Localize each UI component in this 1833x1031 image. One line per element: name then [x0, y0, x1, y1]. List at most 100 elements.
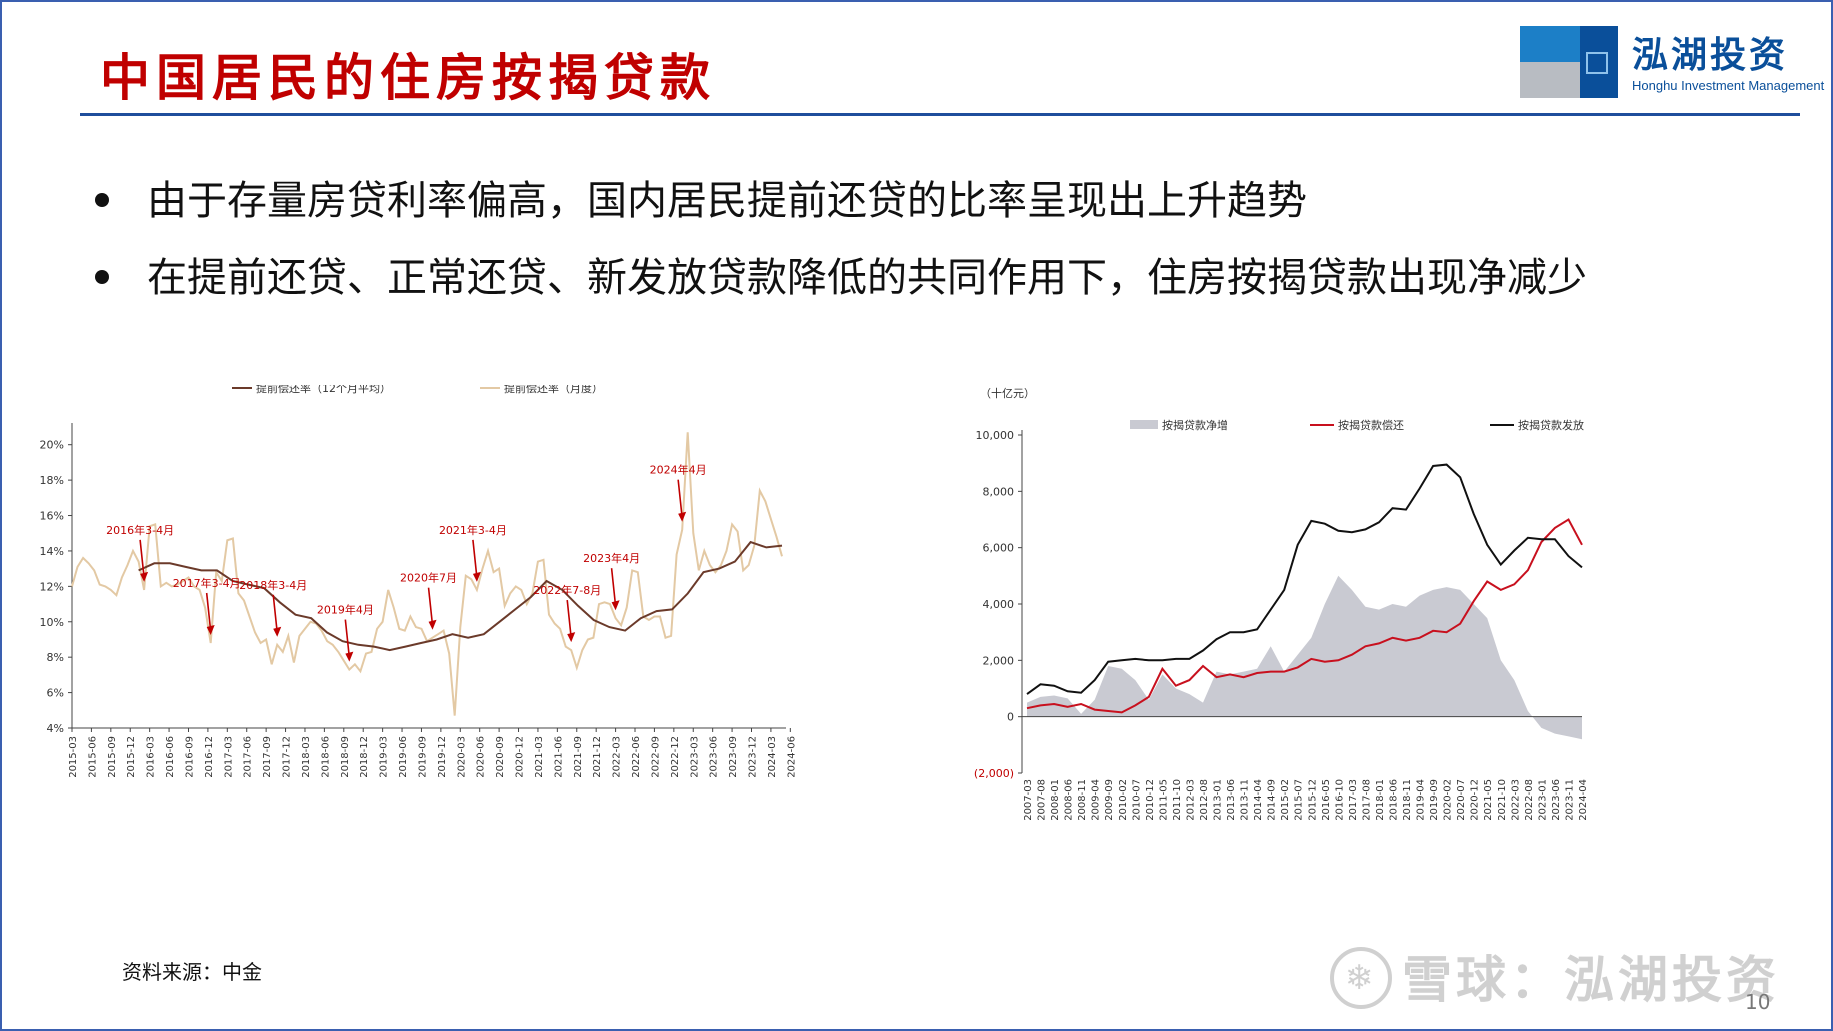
- chart2-x-tick-label: 2018-06: [1388, 779, 1399, 821]
- chart2-x-tick-label: 2022-08: [1524, 779, 1535, 821]
- chart1-y-tick-label: 14%: [40, 545, 64, 558]
- chart1-annotation-arrowhead: [611, 600, 620, 611]
- chart2-x-tick-label: 2013-11: [1240, 779, 1251, 821]
- chart1-annotation-label: 2023年4月: [583, 551, 640, 565]
- chart2-unit-label: （十亿元）: [980, 386, 1035, 400]
- page-title: 中国居民的住房按揭贷款: [100, 48, 716, 107]
- chart2-y-tick-label: 2,000: [983, 654, 1015, 667]
- bullet-1: 由于存量房贷利率偏高，国内居民提前还贷的比率呈现出上升趋势: [95, 168, 1307, 226]
- chart2-x-tick-label: 2016-10: [1334, 779, 1345, 821]
- logo-subtitle: Honghu Investment Management: [1632, 78, 1825, 93]
- chart1-x-tick-label: 2019-12: [437, 736, 448, 778]
- chart1-annotation-arrowhead: [206, 625, 215, 636]
- chart1-annotation-arrow-shaft: [272, 594, 279, 633]
- legend-issue-label: 按揭贷款发放: [1518, 418, 1584, 432]
- chart2-x-tick-label: 2014-09: [1267, 779, 1278, 821]
- chart1-annotation-arrow-shaft: [566, 600, 573, 639]
- chart1-x-tick-label: 2022-06: [631, 736, 642, 778]
- chart1-annotation-label: 2016年3-4月: [106, 523, 174, 537]
- chart2-x-tick-label: 2023-06: [1551, 779, 1562, 821]
- chart1-x-tick-label: 2017-09: [262, 736, 273, 778]
- chart2-x-tick-label: 2008-01: [1050, 779, 1061, 821]
- chart1-x-tick-label: 2018-09: [340, 736, 351, 778]
- chart1-x-tick-label: 2020-12: [515, 736, 526, 778]
- chart1-x-tick-label: 2024-03: [767, 736, 778, 778]
- chart1-annotation-arrowhead: [678, 511, 687, 522]
- source-note: 资料来源：中金: [122, 960, 262, 984]
- chart1-x-tick-label: 2022-09: [650, 736, 661, 778]
- chart2-x-tick-label: 2021-05: [1483, 779, 1494, 821]
- chart1-annotation-arrow-shaft: [677, 479, 683, 518]
- chart2-y-tick-label: 10,000: [976, 429, 1015, 442]
- chart2-x-tick-label: 2018-01: [1375, 779, 1386, 821]
- chart2-x-tick-label: 2008-06: [1064, 779, 1075, 821]
- watermark: ❄ 雪球：泓湖投资: [1330, 940, 1780, 1015]
- chart1-x-tick-label: 2020-09: [495, 736, 506, 778]
- chart2-net-area: [1027, 575, 1582, 740]
- chart1-y-tick-label: 16%: [40, 510, 64, 523]
- chart2-x-tick-label: 2010-07: [1131, 779, 1142, 821]
- page-number: 10: [1745, 990, 1771, 1014]
- chart1-x-tick-label: 2015-06: [87, 736, 98, 778]
- chart1-annotation-arrowhead: [567, 632, 576, 643]
- chart1-annotation-label: 2021年3-4月: [439, 523, 507, 537]
- chart1-annotation-arrow-shaft: [205, 592, 212, 632]
- prepayment-rate-chart: RMBS按揭贷款提前偿还率提前偿还率（12个月平均）提前偿还率（月度）4%6%8…: [40, 385, 797, 778]
- watermark-text: 雪球：泓湖投资: [1402, 951, 1780, 1009]
- chart2-x-tick-label: 2021-10: [1497, 779, 1508, 821]
- chart1-x-tick-label: 2023-06: [709, 736, 720, 778]
- legend-avg-label: 提前偿还率（12个月平均）: [256, 385, 391, 395]
- chart2-x-tick-label: 2012-03: [1185, 779, 1196, 821]
- chart1-x-tick-label: 2019-06: [398, 736, 409, 778]
- chart2-x-tick-label: 2016-05: [1321, 779, 1332, 821]
- company-logo: 泓湖投资 Honghu Investment Management: [1520, 26, 1824, 98]
- chart1-annotation-label: 2017年3-4月: [173, 576, 241, 590]
- chart2-y-tick-label: 4,000: [983, 598, 1015, 611]
- chart1-x-tick-label: 2023-12: [747, 736, 758, 778]
- chart2-y-tick-label: (2,000): [974, 767, 1014, 780]
- chart1-annotation-arrowhead: [273, 626, 282, 637]
- chart2-x-tick-label: 2017-03: [1348, 779, 1359, 821]
- chart2-x-tick-label: 2020-02: [1443, 779, 1454, 821]
- chart1-x-tick-label: 2015-03: [68, 736, 79, 778]
- chart2-y-tick-label: 8,000: [983, 485, 1015, 498]
- chart2-x-tick-label: 2015-07: [1294, 779, 1305, 821]
- snowball-icon: ❄: [1330, 946, 1392, 1009]
- legend-monthly-label: 提前偿还率（月度）: [504, 385, 603, 395]
- chart1-x-tick-label: 2016-12: [204, 736, 215, 778]
- legend-net-label: 按揭贷款净增: [1162, 418, 1228, 432]
- chart1-x-tick-label: 2016-06: [165, 736, 176, 778]
- chart1-annotation-arrow-shaft: [139, 539, 145, 578]
- chart1-y-tick-label: 18%: [40, 474, 64, 487]
- chart1-annotation-arrowhead: [428, 619, 437, 630]
- chart1-avg-line: [138, 540, 783, 652]
- chart1-x-tick-label: 2017-12: [282, 736, 293, 778]
- chart1-x-tick-label: 2021-09: [573, 736, 584, 778]
- bullet-2-text: 在提前还贷、正常还贷、新发放贷款降低的共同作用下，住房按揭贷款出现净减少: [147, 255, 1587, 301]
- chart1-x-tick-label: 2022-12: [670, 736, 681, 778]
- chart2-x-tick-label: 2015-02: [1280, 779, 1291, 821]
- chart2-x-tick-label: 2015-12: [1307, 779, 1318, 821]
- chart1-x-tick-label: 2021-06: [553, 736, 564, 778]
- chart1-annotation-label: 2024年4月: [650, 463, 707, 477]
- chart2-x-tick-label: 2024-04: [1578, 779, 1589, 821]
- chart1-x-tick-label: 2019-03: [379, 736, 390, 778]
- chart1-annotation-label: 2020年7月: [400, 571, 457, 585]
- chart1-x-tick-label: 2015-09: [107, 736, 118, 778]
- chart1-x-tick-label: 2018-03: [301, 736, 312, 778]
- chart1-x-tick-label: 2024-06: [786, 736, 797, 778]
- chart1-x-tick-label: 2015-12: [126, 736, 137, 778]
- chart1-x-tick-label: 2023-09: [728, 736, 739, 778]
- bullet-dot-icon: [95, 270, 109, 284]
- chart2-x-tick-label: 2012-08: [1199, 779, 1210, 821]
- bullet-dot-icon: [95, 193, 109, 207]
- logo-name: 泓湖投资: [1632, 35, 1789, 76]
- chart2-repay-line: [1026, 518, 1583, 714]
- chart1-annotation-arrow-shaft: [472, 539, 478, 578]
- chart1-y-tick-label: 20%: [40, 439, 64, 452]
- chart1-annotation-arrowhead: [472, 571, 481, 582]
- chart1-x-tick-label: 2016-09: [184, 736, 195, 778]
- chart2-x-tick-label: 2017-08: [1361, 779, 1372, 821]
- chart1-annotation-label: 2022年7-8月: [533, 583, 601, 597]
